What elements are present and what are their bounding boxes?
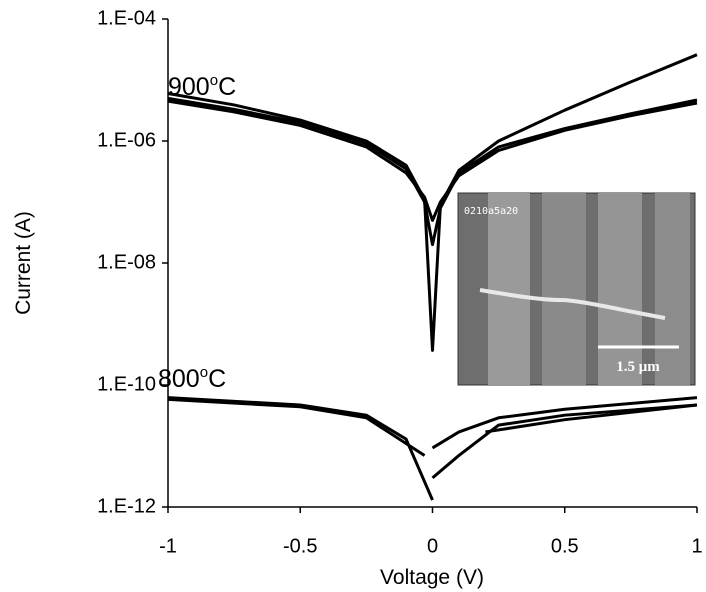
series-line (433, 398, 698, 448)
y-tick-label: 1.E-12 (97, 495, 156, 517)
series-line (168, 398, 433, 500)
x-tick-label: -1 (159, 535, 177, 557)
chart: Voltage (V) Current (A) 0210a5a20 1.5 μm… (0, 0, 706, 592)
y-tick-label: 1.E-08 (97, 251, 156, 273)
x-tick-label: 0 (427, 535, 438, 557)
y-tick-label: 1.E-04 (97, 7, 156, 29)
inset-stripe (488, 193, 530, 385)
y-tick-label: 1.E-10 (97, 373, 156, 395)
x-tick-label: 0.5 (551, 535, 579, 557)
series-line (433, 405, 698, 478)
inset-stripe (655, 193, 690, 385)
inset-image: 0210a5a20 1.5 μm (458, 193, 695, 385)
x-tick-label: 1 (691, 535, 702, 557)
x-axis-title: Voltage (V) (380, 566, 484, 589)
inset-stripe (598, 193, 642, 385)
y-tick-label: 1.E-06 (97, 129, 156, 151)
y-axis-title: Current (A) (12, 211, 35, 315)
x-tick-label: -0.5 (283, 535, 317, 557)
inset-stripe (542, 193, 586, 385)
series-line (485, 405, 697, 432)
inset-code: 0210a5a20 (464, 206, 518, 217)
scale-bar-label: 1.5 μm (616, 359, 660, 375)
